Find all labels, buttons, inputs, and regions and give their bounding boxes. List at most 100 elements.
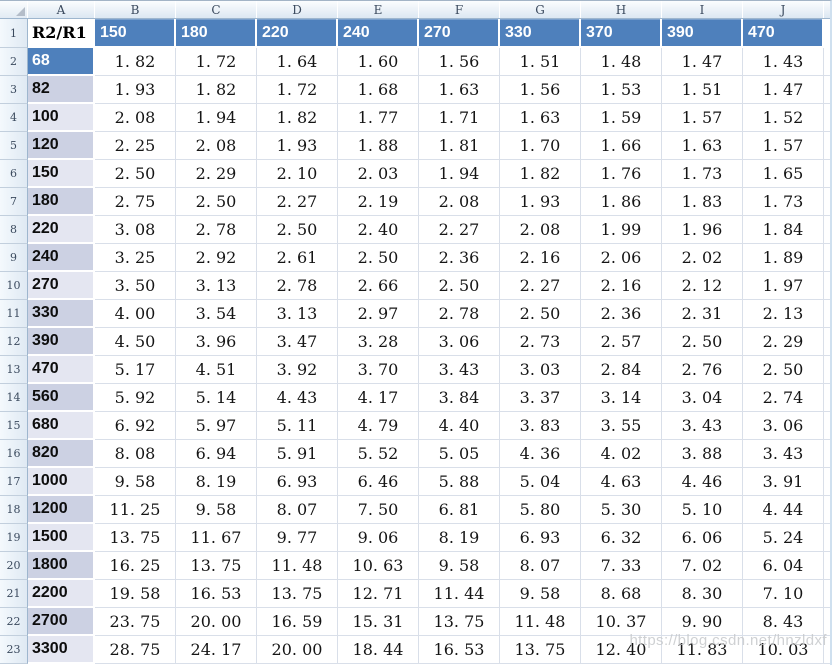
header-cell[interactable]: 150 [95,19,176,48]
data-cell[interactable]: 9. 06 [338,524,419,552]
row-header-13[interactable]: 13 [0,356,28,384]
data-cell[interactable]: 3. 43 [419,356,500,384]
row-header-14[interactable]: 14 [0,384,28,412]
data-cell[interactable]: 1. 82 [95,48,176,76]
row-header-19[interactable]: 19 [0,524,28,552]
data-cell[interactable]: 2. 50 [176,188,257,216]
data-cell[interactable]: 3. 06 [419,328,500,356]
data-cell[interactable]: 6. 94 [176,440,257,468]
data-cell[interactable]: 3. 70 [338,356,419,384]
row-label-cell[interactable]: 180 [28,188,95,216]
row-header-1[interactable]: 1 [0,19,28,48]
row-label-cell[interactable]: 150 [28,160,95,188]
data-cell[interactable]: 2. 13 [743,300,824,328]
data-cell[interactable]: 1. 57 [662,104,743,132]
row-header-11[interactable]: 11 [0,300,28,328]
data-cell[interactable]: 8. 19 [419,524,500,552]
data-cell[interactable]: 1. 51 [500,48,581,76]
header-cell[interactable]: 180 [176,19,257,48]
data-cell[interactable]: 11. 83 [662,636,743,664]
row-header-5[interactable]: 5 [0,132,28,160]
data-cell[interactable]: 20. 00 [257,636,338,664]
data-cell[interactable]: 4. 43 [257,384,338,412]
data-cell[interactable]: 1. 93 [500,188,581,216]
data-cell[interactable]: 8. 08 [95,440,176,468]
data-cell[interactable]: 11. 44 [419,580,500,608]
data-cell[interactable]: 2. 08 [500,216,581,244]
data-cell[interactable]: 2. 78 [257,272,338,300]
data-cell[interactable]: 6. 93 [500,524,581,552]
data-cell[interactable]: 2. 29 [176,160,257,188]
row-label-cell[interactable]: 1500 [28,524,95,552]
data-cell[interactable]: 1. 88 [338,132,419,160]
data-cell[interactable]: 2. 97 [338,300,419,328]
data-cell[interactable]: 1. 77 [338,104,419,132]
data-cell[interactable]: 18. 44 [338,636,419,664]
row-label-cell[interactable]: 680 [28,412,95,440]
data-cell[interactable]: 3. 55 [581,412,662,440]
column-header-g[interactable]: G [500,1,581,18]
data-cell[interactable]: 8. 19 [176,468,257,496]
data-cell[interactable]: 2. 78 [419,300,500,328]
header-cell[interactable]: 470 [743,19,824,48]
data-cell[interactable]: 5. 92 [95,384,176,412]
data-cell[interactable]: 3. 13 [257,300,338,328]
row-label-cell[interactable]: 120 [28,132,95,160]
data-cell[interactable]: 1. 70 [500,132,581,160]
data-cell[interactable]: 4. 63 [581,468,662,496]
data-cell[interactable]: 13. 75 [419,608,500,636]
data-cell[interactable]: 1. 96 [662,216,743,244]
data-cell[interactable]: 23. 75 [95,608,176,636]
data-cell[interactable]: 12. 40 [581,636,662,664]
data-cell[interactable]: 2. 57 [581,328,662,356]
data-cell[interactable]: 13. 75 [176,552,257,580]
data-cell[interactable]: 7. 33 [581,552,662,580]
data-cell[interactable]: 2. 10 [257,160,338,188]
row-label-cell[interactable]: 82 [28,76,95,104]
data-cell[interactable]: 4. 44 [743,496,824,524]
data-cell[interactable]: 5. 10 [662,496,743,524]
row-header-21[interactable]: 21 [0,580,28,608]
data-cell[interactable]: 1. 93 [257,132,338,160]
row-header-17[interactable]: 17 [0,468,28,496]
data-cell[interactable]: 3. 96 [176,328,257,356]
column-header-f[interactable]: F [419,1,500,18]
data-cell[interactable]: 1. 86 [581,188,662,216]
row-header-12[interactable]: 12 [0,328,28,356]
data-cell[interactable]: 1. 48 [581,48,662,76]
row-label-cell[interactable]: 2700 [28,608,95,636]
data-cell[interactable]: 5. 97 [176,412,257,440]
data-cell[interactable]: 6. 46 [338,468,419,496]
data-cell[interactable]: 20. 00 [176,608,257,636]
data-cell[interactable]: 2. 16 [581,272,662,300]
column-header-d[interactable]: D [257,1,338,18]
data-cell[interactable]: 2. 76 [662,356,743,384]
column-header-b[interactable]: B [95,1,176,18]
data-cell[interactable]: 6. 81 [419,496,500,524]
row-header-23[interactable]: 23 [0,636,28,664]
header-cell[interactable]: 240 [338,19,419,48]
data-cell[interactable]: 3. 83 [500,412,581,440]
data-cell[interactable]: 4. 46 [662,468,743,496]
data-cell[interactable]: 1. 82 [500,160,581,188]
data-cell[interactable]: 1. 72 [257,76,338,104]
data-cell[interactable]: 1. 83 [662,188,743,216]
data-cell[interactable]: 2. 27 [500,272,581,300]
data-cell[interactable]: 7. 50 [338,496,419,524]
data-cell[interactable]: 13. 75 [95,524,176,552]
data-cell[interactable]: 3. 91 [743,468,824,496]
data-cell[interactable]: 2. 50 [95,160,176,188]
data-cell[interactable]: 2. 36 [419,244,500,272]
data-cell[interactable]: 2. 73 [500,328,581,356]
data-cell[interactable]: 1. 53 [581,76,662,104]
data-cell[interactable]: 9. 58 [419,552,500,580]
row-header-18[interactable]: 18 [0,496,28,524]
data-cell[interactable]: 1. 47 [743,76,824,104]
column-header-i[interactable]: I [662,1,743,18]
column-header-a[interactable]: A [28,1,95,18]
data-cell[interactable]: 3. 47 [257,328,338,356]
data-cell[interactable]: 1. 81 [419,132,500,160]
data-cell[interactable]: 4. 36 [500,440,581,468]
data-cell[interactable]: 9. 58 [95,468,176,496]
data-cell[interactable]: 3. 03 [500,356,581,384]
